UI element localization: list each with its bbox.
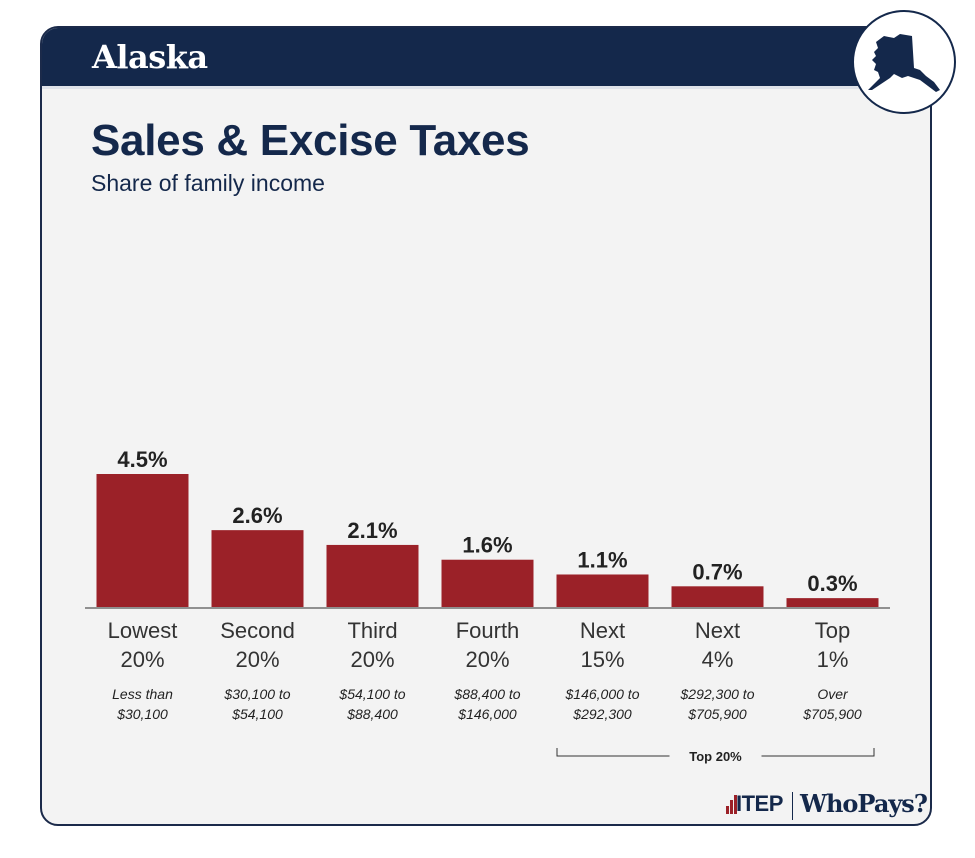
bracket-left <box>556 748 670 757</box>
bar <box>671 586 764 607</box>
logo-divider <box>792 792 793 820</box>
bar <box>556 574 649 607</box>
bar-value-label: 0.7% <box>692 559 742 584</box>
category-label: Second <box>220 618 295 643</box>
category-label: 20% <box>465 647 509 672</box>
bar-value-label: 0.3% <box>807 571 857 596</box>
income-range-label: $88,400 to <box>453 686 520 702</box>
income-range-label: $705,900 <box>687 706 747 722</box>
bar <box>326 544 419 607</box>
bar-value-label: 4.5% <box>117 447 167 472</box>
category-label: Next <box>695 618 740 643</box>
bar <box>441 559 534 607</box>
income-range-label: $30,100 to <box>223 686 290 702</box>
income-range-label: $146,000 <box>457 706 517 722</box>
category-label: 15% <box>580 647 624 672</box>
category-label: Next <box>580 618 625 643</box>
bracket-label: Top 20% <box>689 749 742 764</box>
bar <box>211 530 304 607</box>
income-range-label: Over <box>817 686 849 702</box>
bar-value-label: 1.1% <box>577 547 627 572</box>
chart-subtitle: Share of family income <box>91 170 325 196</box>
category-label: 20% <box>235 647 279 672</box>
income-range-label: $292,300 to <box>680 686 755 702</box>
bar-value-label: 2.1% <box>347 518 397 543</box>
income-range-label: $54,100 to <box>338 686 405 702</box>
chart-title: Sales & Excise Taxes <box>91 116 530 165</box>
header-divider <box>42 86 930 89</box>
state-name: Alaska <box>92 38 208 76</box>
income-range-label: $292,300 <box>572 706 632 722</box>
category-label: Fourth <box>456 618 520 643</box>
itep-logo-mark <box>730 800 733 814</box>
itep-logo-mark <box>734 795 737 814</box>
category-label: Lowest <box>108 618 178 643</box>
header-bar: Alaska <box>42 28 930 86</box>
income-range-label: Less than <box>112 686 173 702</box>
bracket-right <box>761 748 875 757</box>
itep-logo: ITEP <box>736 791 783 816</box>
income-range-label: $146,000 to <box>565 686 640 702</box>
income-range-label: $88,400 <box>346 706 398 722</box>
income-range-label: $54,100 <box>231 706 283 722</box>
bar-value-label: 1.6% <box>462 533 512 558</box>
category-label: Third <box>347 618 397 643</box>
chart-card: Alaska <box>40 26 932 826</box>
category-label: Top <box>815 618 850 643</box>
income-range-label: $705,900 <box>802 706 862 722</box>
bar <box>786 598 879 607</box>
alaska-map-icon <box>852 10 956 114</box>
category-label: 20% <box>120 647 164 672</box>
category-label: 20% <box>350 647 394 672</box>
category-label: 1% <box>817 647 849 672</box>
itep-logo-mark <box>726 806 729 814</box>
bar-value-label: 2.6% <box>232 503 282 528</box>
income-range-label: $30,100 <box>116 706 168 722</box>
whopays-logo: WhoPays? <box>800 789 928 818</box>
bar <box>96 474 189 607</box>
category-label: 4% <box>702 647 734 672</box>
